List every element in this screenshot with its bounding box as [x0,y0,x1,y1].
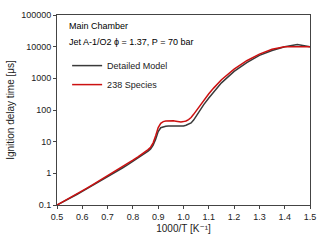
svg-text:1.3: 1.3 [253,212,266,222]
svg-text:1000: 1000 [31,73,51,83]
svg-text:10: 10 [41,137,51,147]
svg-text:1.2: 1.2 [228,212,241,222]
svg-text:0.1: 0.1 [39,200,52,210]
svg-text:1.4: 1.4 [278,212,291,222]
svg-text:Ignition delay time [μs]: Ignition delay time [μs] [5,60,16,160]
svg-text:1000/T [K⁻¹]: 1000/T [K⁻¹] [156,223,211,234]
svg-text:0.5: 0.5 [51,212,64,222]
svg-text:0.7: 0.7 [101,212,114,222]
svg-text:Detailed Model: Detailed Model [107,61,167,71]
svg-text:238 Species: 238 Species [107,80,157,90]
svg-text:0.9: 0.9 [152,212,165,222]
svg-text:1.1: 1.1 [203,212,216,222]
svg-text:0.8: 0.8 [127,212,140,222]
svg-text:1.5: 1.5 [304,212,317,222]
svg-text:1.0: 1.0 [177,212,190,222]
svg-text:1: 1 [46,168,51,178]
svg-text:0.6: 0.6 [76,212,89,222]
svg-text:Main Chamber: Main Chamber [69,21,128,31]
svg-text:10000: 10000 [26,42,51,52]
svg-text:100: 100 [36,105,51,115]
svg-text:Jet A-1/O2 ϕ = 1.37, P = 70 ba: Jet A-1/O2 ϕ = 1.37, P = 70 bar [69,37,193,47]
svg-text:100000: 100000 [21,10,51,20]
